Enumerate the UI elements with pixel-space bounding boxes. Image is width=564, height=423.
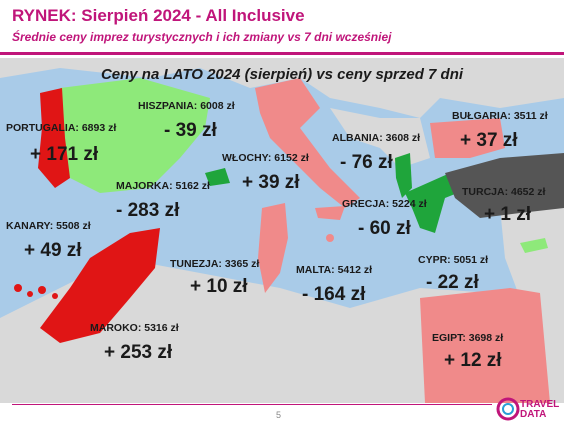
region-tunezja	[258, 203, 288, 293]
bulgaria-label: BUŁGARIA: 3511 zł	[452, 110, 548, 122]
region-maroko	[40, 228, 160, 343]
portugalia-change: + 171 zł	[30, 144, 99, 165]
travel-data-logo	[496, 397, 520, 421]
logo-text-travel: TRAVEL	[520, 399, 560, 410]
malta-label: MALTA: 5412 zł	[296, 264, 373, 276]
malta-change: - 164 zł	[302, 284, 366, 305]
map-shapes	[0, 58, 564, 403]
grecja-change: - 60 zł	[358, 218, 411, 239]
bulgaria-change: + 37 zł	[460, 130, 518, 151]
header: RYNEK: Sierpień 2024 - All Inclusive Śre…	[0, 0, 564, 58]
cypr-label: CYPR: 5051 zł	[418, 254, 489, 266]
region-wlochy-sicily	[315, 206, 345, 220]
region-portugalia	[38, 88, 70, 188]
region-majorka	[205, 168, 230, 186]
page-title: RYNEK: Sierpień 2024 - All Inclusive	[12, 6, 305, 25]
hiszpania-label: HISZPANIA: 6008 zł	[138, 100, 235, 112]
footer-divider	[12, 404, 492, 405]
grecja-label: GRECJA: 5224 zł	[342, 198, 427, 210]
egipt-change: + 12 zł	[444, 350, 502, 371]
maroko-label: MAROKO: 5316 zł	[90, 322, 179, 334]
footer	[0, 403, 564, 423]
albania-label: ALBANIA: 3608 zł	[332, 132, 421, 144]
cypr-change: - 22 zł	[426, 272, 479, 293]
region-cypr	[520, 238, 548, 253]
land-north	[0, 58, 564, 118]
region-bulgaria	[430, 118, 505, 158]
majorka-change: - 283 zł	[116, 200, 180, 221]
region-kanary-1	[14, 284, 22, 292]
header-divider	[0, 52, 564, 55]
map-banner: Ceny na LATO 2024 (sierpień) vs ceny spr…	[100, 66, 464, 83]
wlochy-change: + 39 zł	[242, 172, 300, 193]
region-kanary-4	[52, 293, 58, 299]
turcja-label: TURCJA: 4652 zł	[462, 186, 546, 198]
kanary-label: KANARY: 5508 zł	[6, 220, 91, 232]
region-egipt	[420, 288, 550, 403]
region-kanary-2	[27, 291, 33, 297]
egipt-label: EGIPT: 3698 zł	[432, 332, 504, 344]
portugalia-label: PORTUGALIA: 6893 zł	[6, 122, 117, 134]
region-wlochy	[255, 78, 360, 208]
tunezja-change: + 10 zł	[190, 276, 248, 297]
region-hiszpania	[60, 78, 210, 193]
region-albania	[395, 153, 412, 198]
albania-change: - 76 zł	[340, 152, 393, 173]
region-turcja	[445, 153, 564, 218]
land-africa	[0, 258, 564, 403]
land-balkans	[330, 108, 430, 168]
maroko-change: + 253 zł	[104, 342, 173, 363]
region-malta	[326, 234, 334, 242]
majorka-label: MAJORKA: 5162 zł	[116, 180, 210, 192]
map	[0, 58, 564, 403]
tunezja-label: TUNEZJA: 3365 zł	[170, 258, 260, 270]
logo-text-data: DATA	[520, 409, 547, 420]
logo-text: TRAVEL DATA	[520, 400, 559, 420]
hiszpania-change: - 39 zł	[164, 120, 217, 141]
region-kanary-3	[38, 286, 46, 294]
wlochy-label: WŁOCHY: 6152 zł	[222, 152, 309, 164]
turcja-change: + 1 zł	[484, 204, 531, 225]
page-subtitle: Średnie ceny imprez turystycznych i ich …	[12, 30, 392, 44]
page-number: 5	[276, 410, 282, 420]
kanary-change: + 49 zł	[24, 240, 82, 261]
